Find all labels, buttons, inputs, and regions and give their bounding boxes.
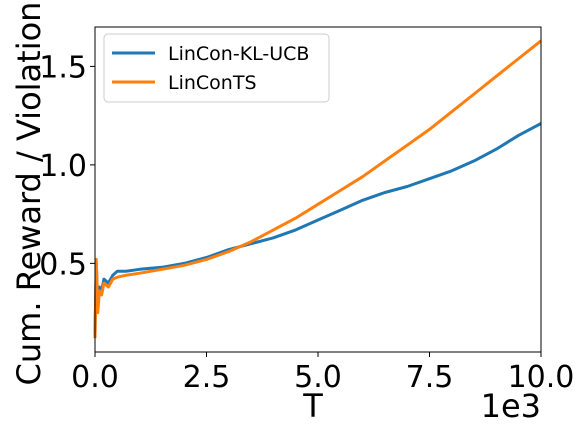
y-tick-label: 1.5 <box>39 50 87 85</box>
y-axis-label: Cum. Reward / Violation <box>10 2 48 386</box>
x-axis-ticks: 0.0 2.5 5.0 7.5 10.0 <box>71 352 574 395</box>
x-tick-label: 2.5 <box>183 360 231 395</box>
y-tick-label: 0.5 <box>39 247 87 282</box>
legend: LinCon-KL-UCB LinConTS <box>103 33 330 103</box>
series-line-1 <box>93 122 542 335</box>
x-tick-label: 10.0 <box>508 360 575 395</box>
x-tick-label: 7.5 <box>406 360 454 395</box>
legend-label-2: LinConTS <box>168 72 257 94</box>
legend-label-1: LinCon-KL-UCB <box>168 43 309 65</box>
plot-lines <box>93 39 542 339</box>
legend-box <box>103 33 330 103</box>
y-axis-ticks: 0.5 1.0 1.5 <box>39 50 95 282</box>
x-tick-label: 5.0 <box>294 360 342 395</box>
series-line-2 <box>93 39 542 339</box>
y-tick-label: 1.0 <box>39 149 87 184</box>
x-tick-label: 0.0 <box>71 360 119 395</box>
x-axis-label: T <box>302 387 323 425</box>
x-axis-offset-label: 1e3 <box>481 387 541 425</box>
